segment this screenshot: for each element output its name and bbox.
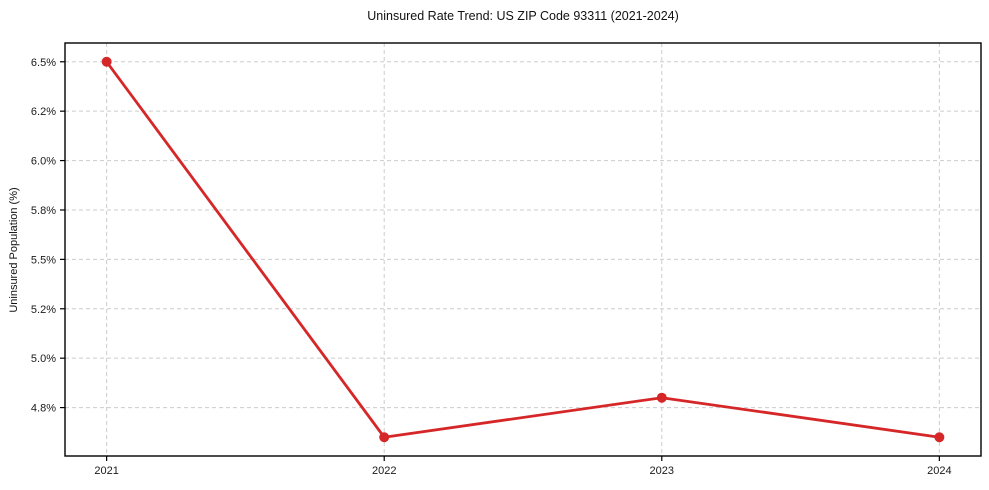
chart-title: Uninsured Rate Trend: US ZIP Code 93311 … [367, 9, 679, 23]
y-tick-label: 6.0% [31, 156, 56, 168]
y-tick-label: 5.2% [31, 304, 56, 316]
y-tick-label: 6.2% [31, 106, 56, 118]
x-tick-label: 2021 [94, 465, 118, 477]
x-tick-label: 2024 [927, 465, 951, 477]
y-tick-label: 5.5% [31, 254, 56, 266]
trend-line [105, 60, 941, 439]
x-tick-label: 2023 [650, 465, 674, 477]
plot-frame [64, 42, 982, 457]
y-tick-label: 4.8% [31, 403, 56, 415]
y-tick-label: 5.0% [31, 353, 56, 365]
data-point [101, 56, 112, 67]
x-tick-label: 2022 [372, 465, 396, 477]
data-point [934, 432, 945, 443]
y-tick-label: 5.8% [31, 205, 56, 217]
data-point [656, 392, 667, 403]
data-point [379, 432, 390, 443]
y-tick-label: 6.5% [31, 57, 56, 69]
